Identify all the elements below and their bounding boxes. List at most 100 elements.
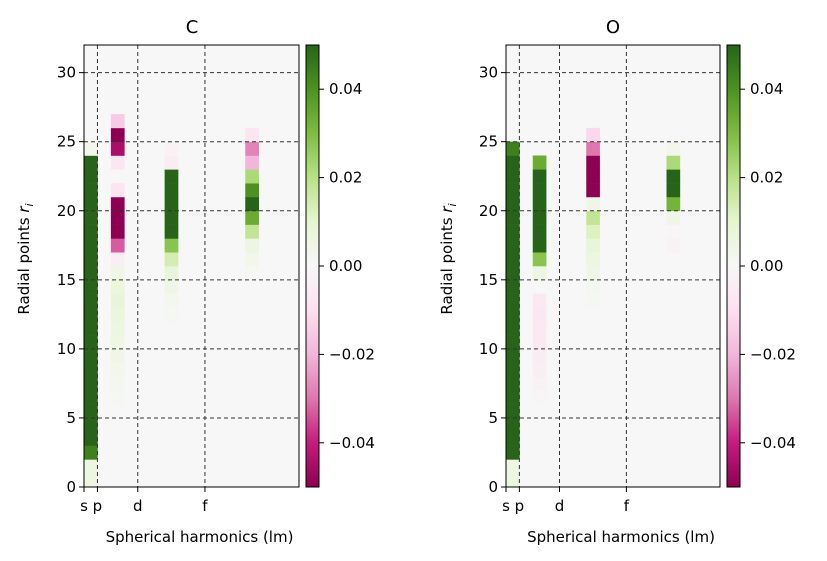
heatmap-cell [110,321,125,336]
chart-title: O [606,17,620,38]
heatmap-cell [532,390,547,405]
heatmap-cell [164,196,179,212]
heatmap-cell [506,362,520,377]
heatmap-cell [532,335,547,350]
heatmap-cell [532,224,547,239]
heatmap-cell [164,183,179,198]
heatmap-cell [110,114,125,129]
heatmap-cell [110,266,125,281]
x-tick-label: s [80,497,88,515]
heatmap-cell [666,169,681,184]
colorbar [305,44,320,488]
heatmap-cell [666,210,681,225]
y-tick-label: 10 [479,340,498,358]
heatmap-cell [110,141,125,156]
heatmap-cell [84,224,98,239]
colorbar-tick-label: −0.04 [750,434,796,452]
heatmap-cell [532,183,547,198]
chart-title: C [186,17,199,38]
heatmap-cell [586,266,600,281]
heatmap-cell [164,210,179,225]
colorbar-tick-label: 0.04 [329,80,362,98]
y-tick-label: 5 [488,409,498,427]
heatmap-cell [84,376,98,391]
heatmap-cell [84,266,98,281]
heatmap-cell [110,252,125,267]
heatmap-cell [84,279,98,294]
heatmap-cell [164,266,179,281]
colorbar-tick-label: −0.02 [329,345,375,363]
heatmap-cell [84,155,98,170]
heatmap-cell [245,252,259,267]
heatmap-cell [84,390,98,405]
heatmap-cell [506,196,520,212]
heatmap-cell [532,348,547,363]
heatmap-cell [84,459,98,474]
heatmap-cell [666,141,681,156]
heatmap-cell [506,210,520,225]
heatmap-cell [506,169,520,184]
heatmap-cell [532,307,547,322]
heatmap-cell [84,431,98,446]
heatmap-cell [506,459,520,474]
heatmap-cell [586,141,600,156]
heatmap-cell [84,183,98,198]
heatmap-cell [110,155,125,170]
heatmap-cell [506,183,520,198]
heatmap-cell [84,293,98,308]
y-tick-label: 20 [479,202,498,220]
heatmap-cell [84,141,98,156]
heatmap-cell [245,210,259,225]
colorbar-tick-label: 0.02 [329,169,362,187]
axes-frame [83,44,300,488]
heatmap-cell [110,335,125,350]
heatmap-cell [110,376,125,391]
heatmap-cell [506,390,520,405]
heatmap-cell [110,224,125,239]
heatmap-cell [506,431,520,446]
heatmap-cell [586,155,600,170]
heatmap-cell [84,417,98,433]
heatmap-cell [532,293,547,308]
colorbar-tick-label: −0.02 [750,345,796,363]
heatmap-cell [666,224,681,239]
heatmap-cell [84,335,98,350]
heatmap-cell [586,210,600,225]
x-tick-label: f [202,497,208,515]
heatmap-cell [532,266,547,281]
x-tick-label: d [133,497,143,515]
heatmap-cell [506,266,520,281]
heatmap-cell [110,390,125,405]
heatmap-cell [84,238,98,253]
heatmap-cell [84,404,98,419]
y-tick-label: 0 [66,478,76,496]
heatmap-cell [164,279,179,294]
heatmap-cell [532,252,547,267]
x-tick-label: p [515,497,525,515]
heatmap-cell [84,169,98,184]
panel-c: 0 5 10 15 20 25 30 s p d f C Spherical harmonics (lm… [15,17,375,546]
heatmap-cell [586,252,600,267]
y-tick-label: 10 [57,340,76,358]
heatmap-cell [245,224,259,239]
y-axis-label: Radial points ri [438,203,459,314]
heatmap-cell [245,196,259,212]
heatmap-cell [666,238,681,253]
heatmap-cell [164,155,179,170]
x-tick-label: f [624,497,630,515]
heatmap-cell [532,376,547,391]
heatmap-cell [110,293,125,308]
y-axis-label: Radial points ri [15,203,36,314]
heatmap-cell [532,238,547,253]
x-tick-label: p [93,497,103,515]
x-axis-label: Spherical harmonics (lm) [527,528,715,546]
heatmap-cell [110,348,125,363]
heatmap-cell [506,445,520,460]
heatmap-cell [506,252,520,267]
heatmap-cell [84,362,98,377]
heatmap-cell [245,169,259,184]
heatmap-cell [110,279,125,294]
heatmap-cell [506,307,520,322]
heatmap-cell [110,238,125,253]
